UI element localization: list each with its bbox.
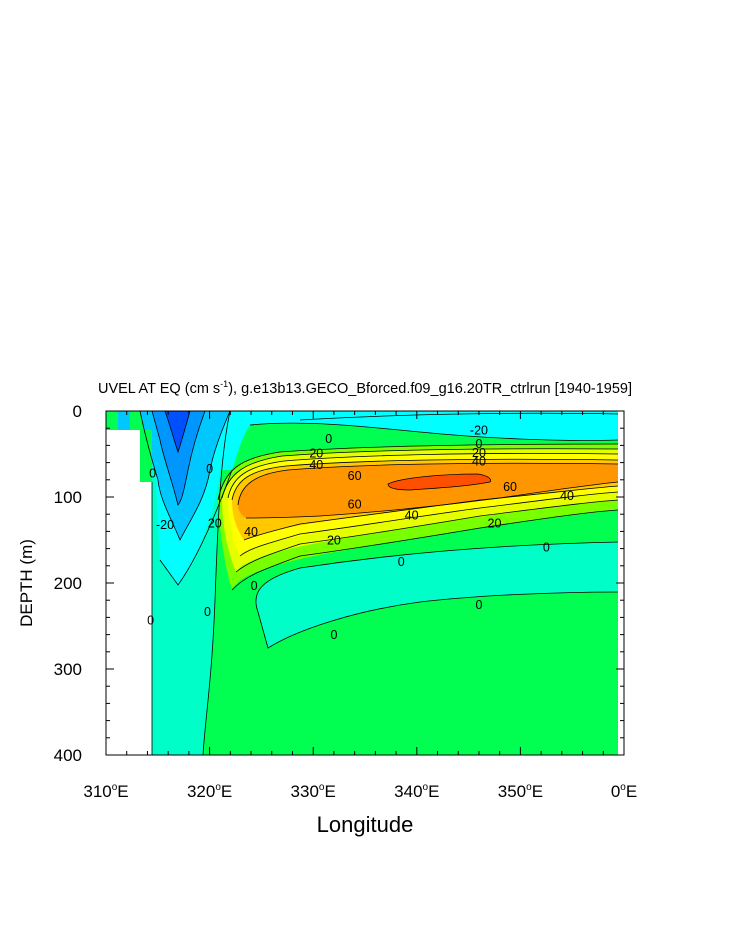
contour-line: [231, 458, 619, 501]
contour-label: 60: [348, 469, 362, 483]
y-tick-label: 100: [54, 488, 82, 507]
contour-line: [255, 541, 619, 649]
contour-line: [235, 499, 619, 573]
x-tick-label: 310oE: [83, 782, 128, 801]
contour-label: 60: [503, 480, 517, 494]
contour-label: 20: [208, 516, 222, 530]
contour-line: [227, 452, 619, 499]
contour-line: [202, 410, 231, 756]
contour-line: [243, 485, 619, 541]
contour-label: 20: [472, 446, 486, 460]
band-60-70: [238, 463, 618, 518]
contour-label: 0: [475, 598, 482, 612]
x-tick-label: 340oE: [394, 782, 439, 801]
contour-label: 0: [149, 466, 156, 480]
contour-line: [164, 410, 191, 454]
contour-label: 40: [405, 509, 419, 523]
contour-line: [239, 491, 619, 557]
contour-line: [299, 412, 619, 421]
contour-line: [221, 448, 619, 499]
x-tick-label: 320oE: [187, 782, 232, 801]
x-tick-label: 350oE: [498, 782, 543, 801]
band-0-10: [106, 411, 618, 755]
contour-label: 20: [327, 534, 341, 548]
contour-label: 0: [147, 613, 154, 627]
x-axis: 310oE 320oE 330oE 340oE 350oE 0oE: [83, 411, 637, 801]
y-axis-label: DEPTH (m): [17, 539, 36, 627]
contour-label: 0: [330, 628, 337, 642]
contour-label: 0: [206, 462, 213, 476]
contour-label: 40: [244, 525, 258, 539]
contour-line: [151, 410, 206, 506]
contour-line: [237, 462, 619, 506]
contour-label: 60: [348, 497, 362, 511]
contour-label: 40: [309, 458, 323, 472]
contour-line: [217, 443, 619, 501]
contour-label: 0: [251, 579, 258, 593]
contour-label: 0: [543, 540, 550, 554]
coastal-cell-a: [106, 411, 118, 430]
y-tick-label: 300: [54, 660, 82, 679]
contour-label: 40: [560, 489, 574, 503]
contour-label: 0: [398, 555, 405, 569]
contour-label: 20: [309, 447, 323, 461]
contour-line: [245, 481, 619, 519]
contour-label: 0: [475, 437, 482, 451]
contour-field: [106, 411, 618, 755]
contour-label: -20: [156, 518, 174, 532]
x-axis-label: Longitude: [317, 812, 414, 837]
chart-title: UVEL AT EQ (cm s-1), g.e13b13.GECO_Bforc…: [98, 379, 632, 397]
contour-label: 0: [325, 432, 332, 446]
contour-label: 20: [488, 516, 502, 530]
contour-label: -20: [470, 423, 488, 437]
land-mask: [106, 430, 152, 755]
y-tick-label: 400: [54, 746, 82, 765]
contour-line: [231, 509, 619, 591]
contour-line: [139, 410, 231, 541]
band-neg30-neg20: [152, 411, 205, 505]
y-tick-label: 0: [73, 402, 82, 421]
contour-line: [387, 473, 492, 491]
coastal-cell-c: [140, 430, 152, 482]
x-tick-label: 0oE: [611, 782, 637, 801]
y-tick-label: 200: [54, 574, 82, 593]
coastal-cell-b: [118, 411, 130, 430]
contour-lines: [139, 410, 619, 756]
contour-line: [249, 422, 619, 441]
x-tick-label: 330oE: [291, 782, 336, 801]
contour-label: 40: [472, 454, 486, 468]
contour-label: 0: [204, 605, 211, 619]
band-lt-neg30: [165, 411, 190, 452]
